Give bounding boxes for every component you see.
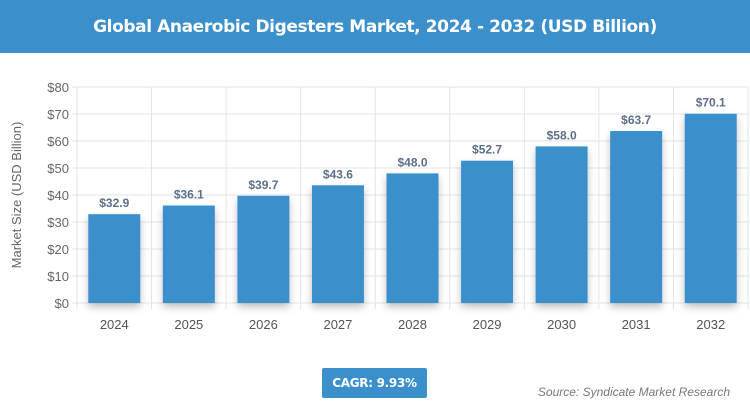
y-tick-label: $80 (47, 80, 69, 95)
x-tick-label: 2024 (100, 317, 129, 332)
cagr-badge: CAGR: 9.93% (322, 368, 427, 398)
x-tick-label: 2032 (696, 317, 725, 332)
x-tick-label: 2030 (547, 317, 576, 332)
y-tick-label: $30 (47, 215, 69, 230)
bar-2024 (88, 214, 141, 303)
data-label: $36.1 (174, 188, 204, 202)
y-tick-label: $60 (47, 134, 69, 149)
bar-2028 (386, 173, 439, 303)
y-tick-label: $40 (47, 188, 69, 203)
y-tick-label: $50 (47, 161, 69, 176)
y-tick-label: $70 (47, 107, 69, 122)
x-tick-label: 2026 (249, 317, 278, 332)
x-tick-label: 2029 (473, 317, 502, 332)
bar-2027 (311, 185, 364, 303)
bar-2026 (237, 195, 290, 303)
data-label: $58.0 (547, 128, 577, 142)
x-tick-label: 2025 (174, 317, 203, 332)
chart-title: Global Anaerobic Digesters Market, 2024 … (0, 0, 750, 53)
y-tick-label: $20 (47, 242, 69, 257)
bar-2030 (535, 146, 588, 303)
y-tick-label: $0 (55, 296, 69, 311)
source-note: Source: Syndicate Market Research (537, 385, 730, 399)
bar-2032 (684, 113, 737, 303)
x-tick-label: 2031 (622, 317, 651, 332)
data-label: $52.7 (472, 143, 502, 157)
data-label: $48.0 (397, 155, 427, 169)
x-tick-label: 2028 (398, 317, 427, 332)
bar-2029 (461, 160, 514, 303)
bar-chart: $0 $10 $20 $30 $40 $50 $60 $70 $80 $32.9 2024 $36.1… (9, 80, 749, 332)
y-tick-label: $10 (47, 269, 69, 284)
bar-2031 (610, 131, 663, 303)
data-label: $39.7 (248, 178, 278, 192)
data-label: $63.7 (621, 113, 651, 127)
data-label: $43.6 (323, 167, 353, 181)
x-tick-label: 2027 (323, 317, 352, 332)
y-axis-title: Market Size (USD Billion) (9, 122, 24, 269)
data-label: $32.9 (99, 196, 129, 210)
data-label: $70.1 (696, 96, 726, 110)
bar-2025 (162, 205, 215, 303)
